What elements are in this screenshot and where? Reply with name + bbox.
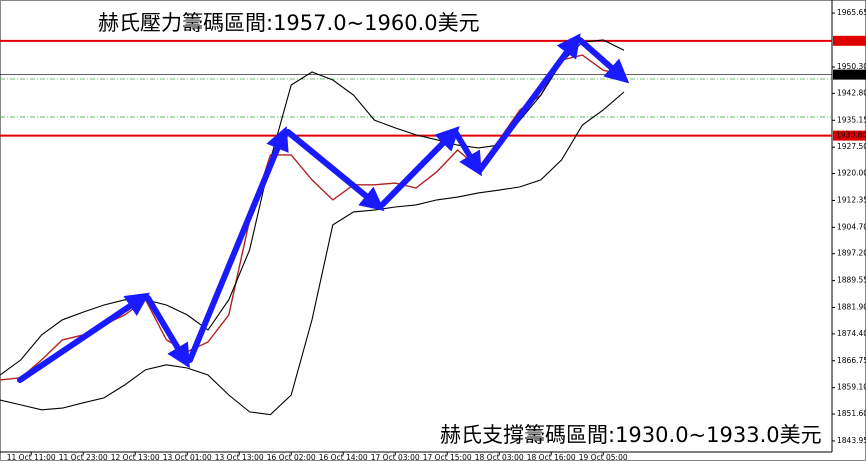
y-tick-label: 1927.50 xyxy=(837,142,866,151)
y-tick-label: 1950.30 xyxy=(837,62,866,71)
x-tick-label: 16 Oct 14:00 xyxy=(319,453,368,461)
y-tick-label: 1912.35 xyxy=(837,195,866,204)
trend-arrow xyxy=(145,295,190,369)
x-tick-label: 12 Oct 13:00 xyxy=(111,453,160,461)
x-tick-label: 17 Oct 15:00 xyxy=(423,453,472,461)
trend-arrows xyxy=(17,33,630,383)
y-tick-label: 1897.20 xyxy=(837,249,866,258)
support-annotation: 赫氏支撐籌碼區間:1930.0~1933.0美元 xyxy=(440,423,822,447)
x-tick-label: 11 Oct 11:00 xyxy=(7,453,56,461)
level-box xyxy=(833,69,866,80)
y-tick-label: 1851.60 xyxy=(837,409,866,418)
level-label: 1930.80 xyxy=(836,131,866,140)
y-tick-label: 1965.65 xyxy=(837,8,866,17)
x-tick-label: 19 Oct 05:00 xyxy=(579,453,628,461)
trend-arrow xyxy=(379,126,460,208)
y-tick-label: 1904.70 xyxy=(837,222,866,231)
x-tick-label: 13 Oct 01:00 xyxy=(163,453,212,461)
series-line xyxy=(0,91,625,416)
trend-arrow xyxy=(453,130,482,177)
y-tick-label: 1942.80 xyxy=(837,88,866,97)
y-tick-label: 1874.40 xyxy=(837,329,866,338)
y-tick-label: 1881.90 xyxy=(837,303,866,312)
y-tick-label: 1889.55 xyxy=(837,276,866,285)
plot-area xyxy=(0,39,832,416)
x-tick-label: 16 Oct 02:00 xyxy=(267,453,316,461)
trend-arrow xyxy=(285,129,385,212)
x-tick-label: 13 Oct 13:00 xyxy=(215,453,264,461)
trend-arrow xyxy=(17,292,150,383)
x-tick-label: 18 Oct 03:00 xyxy=(475,453,524,461)
y-tick-label: 1935.15 xyxy=(837,115,866,124)
y-tick-label: 1866.75 xyxy=(837,356,866,365)
trend-arrow xyxy=(577,37,630,84)
trend-arrow xyxy=(187,126,289,363)
y-tick-label: 1859.10 xyxy=(837,383,866,392)
trend-arrow xyxy=(477,33,581,173)
x-tick-label: 17 Oct 03:00 xyxy=(371,453,420,461)
level-box xyxy=(833,35,866,46)
y-tick-label: 1920.00 xyxy=(837,169,866,178)
level-box xyxy=(833,130,866,141)
resistance-annotation: 赫氏壓力籌碼區間:1957.0~1960.0美元 xyxy=(98,11,480,35)
x-tick-label: 11 Oct 23:00 xyxy=(59,453,108,461)
x-tick-label: 18 Oct 16:00 xyxy=(527,453,576,461)
y-tick-label: 1843.95 xyxy=(837,436,866,445)
